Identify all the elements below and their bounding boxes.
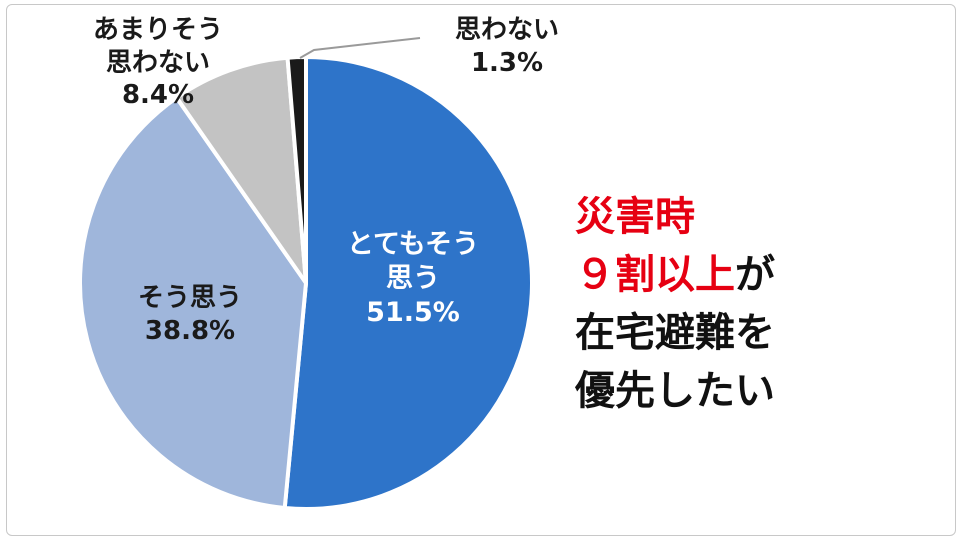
slice-label-not-really: あまりそう 思わない 8.4% [58, 14, 258, 112]
slice-label-not-really-line1: あまりそう [92, 15, 223, 45]
headline-line2-red: ９割以上 [575, 252, 735, 298]
slice-value-not-really: 8.4% [121, 80, 195, 110]
slice-label-very-agree: とてもそう 思う 51.5% [318, 228, 508, 329]
slice-label-agree-line1: そう思う [137, 283, 242, 313]
pie-slice-not-really [174, 55, 308, 285]
slice-label-very-agree-line2: 思う [386, 262, 440, 294]
headline-line4: 優先したい [575, 368, 775, 414]
leader-line-disagree [299, 37, 421, 59]
headline-line1: 災害時 [575, 194, 695, 240]
headline-line2-black: が [735, 252, 775, 298]
slice-value-agree: 38.8% [144, 315, 236, 346]
headline: 災害時 ９割以上が 在宅避難を 優先したい [575, 188, 775, 420]
pie-slice-disagree [285, 55, 308, 285]
slice-label-very-agree-line1: とてもそう [346, 229, 480, 260]
pie-slice-very-agree [282, 55, 534, 511]
slice-value-disagree: 1.3% [470, 47, 544, 78]
slice-label-not-really-line2: 思わない [105, 47, 210, 78]
headline-line2: ９割以上が [575, 246, 775, 304]
slice-label-disagree: 思わない 1.3% [432, 14, 582, 79]
slice-label-disagree-line1: 思わない [454, 15, 559, 45]
slice-value-very-agree: 51.5% [366, 296, 460, 328]
slice-label-agree: そう思う 38.8% [100, 282, 280, 347]
pie-slice-agree [78, 95, 308, 510]
headline-line3: 在宅避難を [575, 310, 775, 356]
